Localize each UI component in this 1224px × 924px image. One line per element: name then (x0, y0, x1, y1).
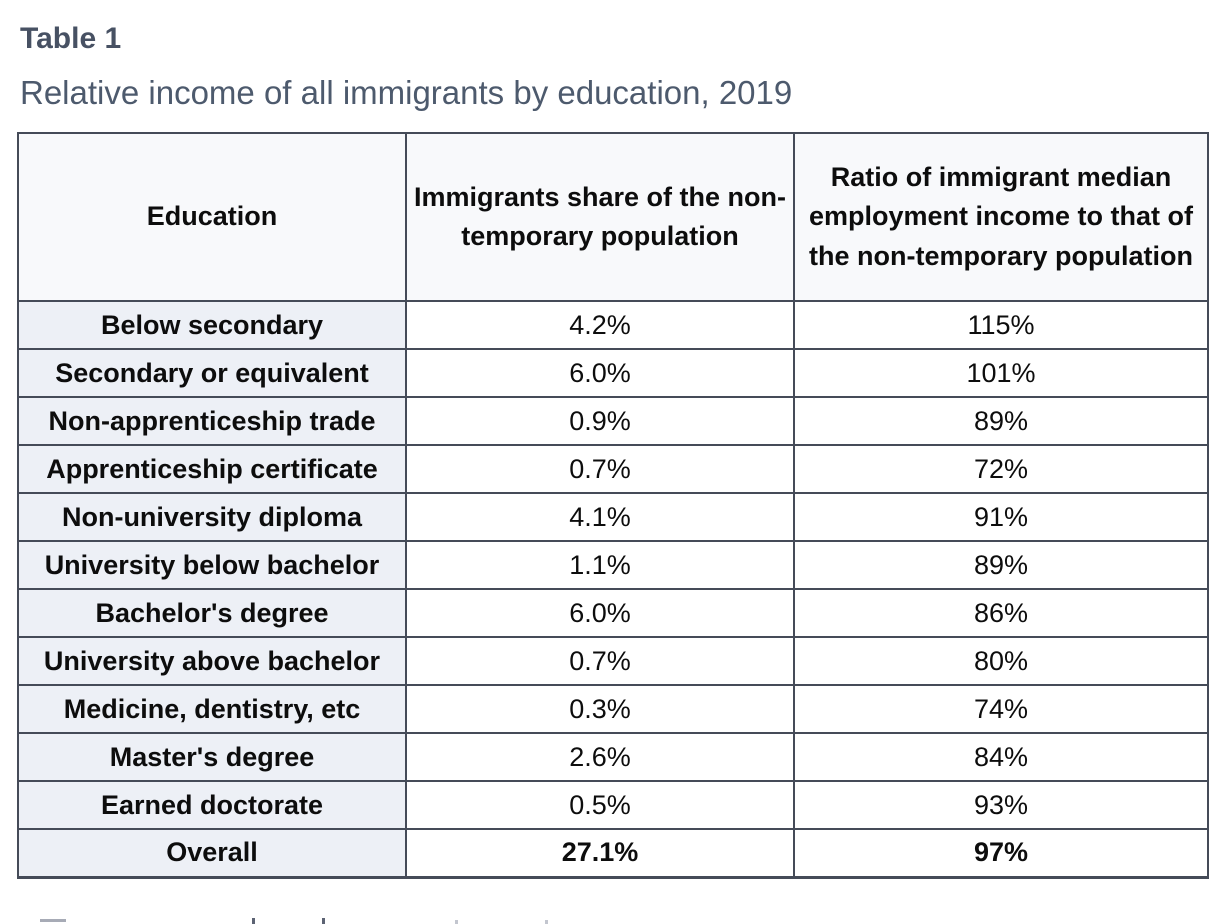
table-number-heading: Table 1 (20, 22, 122, 55)
table-row: Master's degree 2.6% 84% (17, 732, 1209, 782)
share-value-cell: 0.9% (405, 396, 795, 446)
share-value-cell: 27.1% (405, 828, 795, 878)
share-value-cell: 0.7% (405, 444, 795, 494)
education-label-cell: Apprenticeship certificate (17, 444, 407, 494)
table-row: Secondary or equivalent 6.0% 101% (17, 348, 1209, 398)
ratio-value-cell: 97% (793, 828, 1209, 878)
table-row: Below secondary 4.2% 115% (17, 300, 1209, 350)
table-row: Apprenticeship certificate 0.7% 72% (17, 444, 1209, 494)
header-education: Education (17, 132, 407, 302)
table-row: Medicine, dentistry, etc 0.3% 74% (17, 684, 1209, 734)
ratio-value-cell: 91% (793, 492, 1209, 542)
ratio-value-cell: 80% (793, 636, 1209, 686)
education-label-cell: Medicine, dentistry, etc (17, 684, 407, 734)
share-value-cell: 0.7% (405, 636, 795, 686)
text-fragment (322, 918, 325, 924)
share-value-cell: 1.1% (405, 540, 795, 590)
ratio-value-cell: 84% (793, 732, 1209, 782)
education-label-cell: Earned doctorate (17, 780, 407, 830)
ratio-value-cell: 72% (793, 444, 1209, 494)
ratio-value-cell: 89% (793, 540, 1209, 590)
overall-row: Overall 27.1% 97% (17, 828, 1209, 878)
education-label-cell: Secondary or equivalent (17, 348, 407, 398)
education-label-cell: Non-university diploma (17, 492, 407, 542)
table-row: University below bachelor 1.1% 89% (17, 540, 1209, 590)
ratio-value-cell: 86% (793, 588, 1209, 638)
header-row: Education Immigrants share of the non-te… (17, 132, 1209, 302)
table-row: Non-university diploma 4.1% 91% (17, 492, 1209, 542)
education-label-cell: Bachelor's degree (17, 588, 407, 638)
education-label-cell: Below secondary (17, 300, 407, 350)
share-value-cell: 0.5% (405, 780, 795, 830)
table-header: Education Immigrants share of the non-te… (17, 132, 1209, 302)
education-label-cell: University above bachelor (17, 636, 407, 686)
share-value-cell: 4.1% (405, 492, 795, 542)
table-body: Below secondary 4.2% 115% Secondary or equi… (17, 300, 1209, 878)
share-value-cell: 6.0% (405, 588, 795, 638)
header-income-ratio: Ratio of immigrant median employment inc… (793, 132, 1209, 302)
education-label-cell: University below bachelor (17, 540, 407, 590)
ratio-value-cell: 74% (793, 684, 1209, 734)
table-row: Non-apprenticeship trade 0.9% 89% (17, 396, 1209, 446)
education-label-cell: Non-apprenticeship trade (17, 396, 407, 446)
education-label-cell: Master's degree (17, 732, 407, 782)
ratio-value-cell: 101% (793, 348, 1209, 398)
table-row: Earned doctorate 0.5% 93% (17, 780, 1209, 830)
header-immigrant-share: Immigrants share of the non-temporary po… (405, 132, 795, 302)
share-value-cell: 0.3% (405, 684, 795, 734)
text-fragment (40, 919, 66, 922)
table-row: University above bachelor 0.7% 80% (17, 636, 1209, 686)
ratio-value-cell: 93% (793, 780, 1209, 830)
share-value-cell: 4.2% (405, 300, 795, 350)
text-fragment (252, 918, 255, 924)
education-income-table: Education Immigrants share of the non-te… (17, 132, 1209, 879)
ratio-value-cell: 115% (793, 300, 1209, 350)
text-fragment (455, 920, 458, 924)
text-fragment (545, 920, 548, 924)
table-title: Relative income of all immigrants by edu… (20, 74, 793, 111)
share-value-cell: 2.6% (405, 732, 795, 782)
ratio-value-cell: 89% (793, 396, 1209, 446)
table-row: Bachelor's degree 6.0% 86% (17, 588, 1209, 638)
education-label-cell: Overall (17, 828, 407, 878)
share-value-cell: 6.0% (405, 348, 795, 398)
